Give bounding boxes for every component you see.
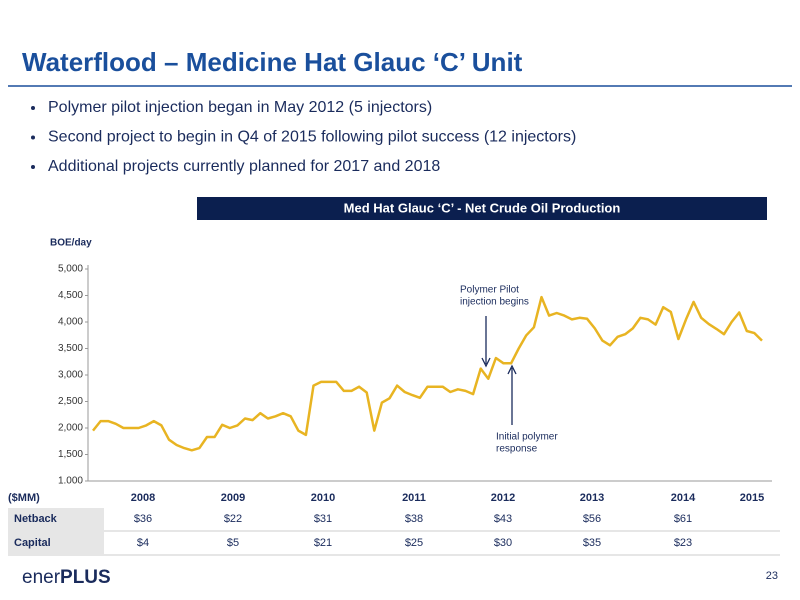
y-tick-label: 1,500 (58, 449, 83, 460)
annotation: Polymer Pilot (460, 285, 519, 296)
chart-title-bar (197, 197, 767, 220)
bullet-text: Polymer pilot injection began in May 201… (48, 99, 432, 116)
bullet-dot (31, 135, 35, 140)
column-header: 2011 (402, 492, 426, 504)
y-tick-label: 4,000 (58, 317, 83, 328)
y-axis-label: BOE/day (50, 238, 92, 249)
column-header: 2013 (580, 492, 604, 504)
table-cell: $43 (494, 513, 512, 525)
bullet-text: Additional projects currently planned fo… (48, 158, 440, 175)
column-header: 2010 (311, 492, 335, 504)
bullet-text: Second project to begin in Q4 of 2015 fo… (48, 129, 576, 146)
logo: enerPLUS (22, 567, 111, 588)
column-header: 2009 (221, 492, 245, 504)
y-tick-label: 3,500 (58, 343, 83, 354)
row-label-cell (8, 532, 104, 554)
row-label: Capital (14, 537, 51, 549)
table-cell: $23 (674, 537, 692, 549)
column-header: 2008 (131, 492, 155, 504)
table-cell: $56 (583, 513, 601, 525)
table-cell: $5 (227, 537, 239, 549)
table-cell: $38 (405, 513, 423, 525)
slide-title: Waterflood – Medicine Hat Glauc ‘C’ Unit (22, 47, 523, 77)
table-cell: $31 (314, 513, 332, 525)
row-label: Netback (14, 513, 58, 525)
column-header: 2012 (491, 492, 515, 504)
table-cell: $61 (674, 513, 692, 525)
column-header: 2015 (740, 492, 764, 504)
bullet-dot (31, 165, 35, 169)
annotation: response (496, 444, 538, 455)
table-cell: $4 (137, 537, 149, 549)
table-cell: $35 (583, 537, 601, 549)
y-tick-label: 3,000 (58, 370, 83, 381)
logo-part: PLUS (60, 567, 111, 588)
annotation-arrowhead (507, 364, 517, 375)
y-tick-label: 2,500 (58, 396, 83, 407)
table-cell: $25 (405, 537, 423, 549)
table-cell: $30 (494, 537, 512, 549)
logo-part: ener (22, 567, 61, 588)
column-header: 2014 (671, 492, 696, 504)
table-cell: $36 (134, 513, 152, 525)
row-label-cell (8, 508, 104, 530)
annotation: Initial polymer (496, 432, 558, 443)
y-tick-label: 1.000 (58, 476, 83, 487)
page-number: 23 (766, 570, 778, 582)
production-line (92, 295, 763, 452)
table-cell: $21 (314, 537, 332, 549)
y-tick-label: 5,000 (58, 264, 83, 275)
bullet-dot (31, 106, 35, 110)
annotation: injection begins (460, 297, 529, 308)
chart-title: Med Hat Glauc ‘C’ - Net Crude Oil Produc… (344, 200, 621, 215)
table-cell: $22 (224, 513, 242, 525)
annotation-arrowhead (481, 357, 491, 368)
y-tick-label: 2,000 (58, 423, 83, 434)
y-tick-label: 4,500 (58, 290, 83, 301)
table-header: ($MM) (8, 492, 40, 504)
